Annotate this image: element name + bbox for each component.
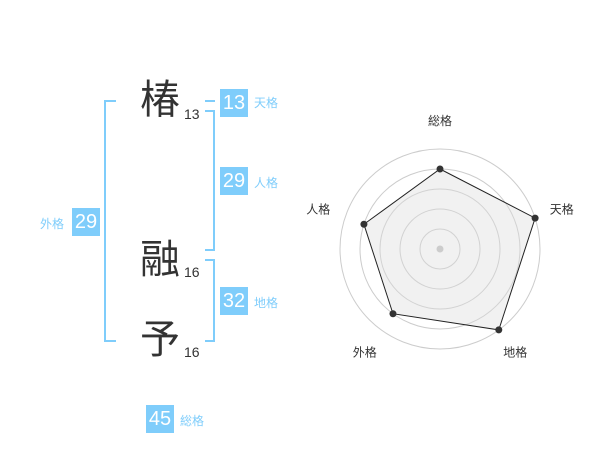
jinkaku-bracket: [205, 110, 215, 251]
radar-point: [495, 326, 503, 334]
radar-axis-label: 外格: [353, 345, 377, 360]
stroke-count-3: 16: [184, 344, 200, 360]
radar-axis-label: 地格: [503, 345, 527, 360]
tenkaku-value: 13: [220, 89, 248, 117]
radar-ring: [379, 188, 501, 310]
chikaku-label: 地格: [254, 296, 279, 310]
soukaku-label: 総格: [180, 414, 205, 428]
radar-point: [389, 310, 397, 318]
radar-ring: [399, 208, 481, 290]
gaikaku-bracket: [104, 100, 116, 342]
radar-point: [531, 214, 539, 222]
jinkaku-label: 人格: [254, 176, 279, 190]
stroke-count-1: 13: [184, 106, 200, 122]
radar-ring: [339, 148, 541, 350]
name-char-2: 融: [140, 237, 180, 283]
radar-point: [436, 165, 444, 173]
jinkaku-value: 29: [220, 167, 248, 195]
radar-polygon: [363, 168, 536, 331]
radar-center: [436, 245, 444, 253]
tenkaku-label: 天格: [254, 96, 279, 110]
radar-point: [360, 220, 368, 228]
radar-axis-label: 総格: [428, 113, 452, 128]
radar-axis-label: 天格: [550, 201, 574, 216]
stroke-count-2: 16: [184, 264, 200, 280]
name-char-1: 椿: [140, 77, 180, 123]
chikaku-value: 32: [220, 287, 248, 315]
name-char-3: 予: [140, 317, 180, 363]
tenkaku-bracket: [205, 100, 215, 102]
soukaku-value: 45: [146, 405, 174, 433]
chikaku-bracket: [205, 259, 215, 342]
radar-axis-label: 人格: [306, 201, 330, 216]
gaikaku-label: 外格: [40, 217, 65, 231]
radar-ring: [419, 228, 461, 270]
gaikaku-value: 29: [72, 208, 100, 236]
